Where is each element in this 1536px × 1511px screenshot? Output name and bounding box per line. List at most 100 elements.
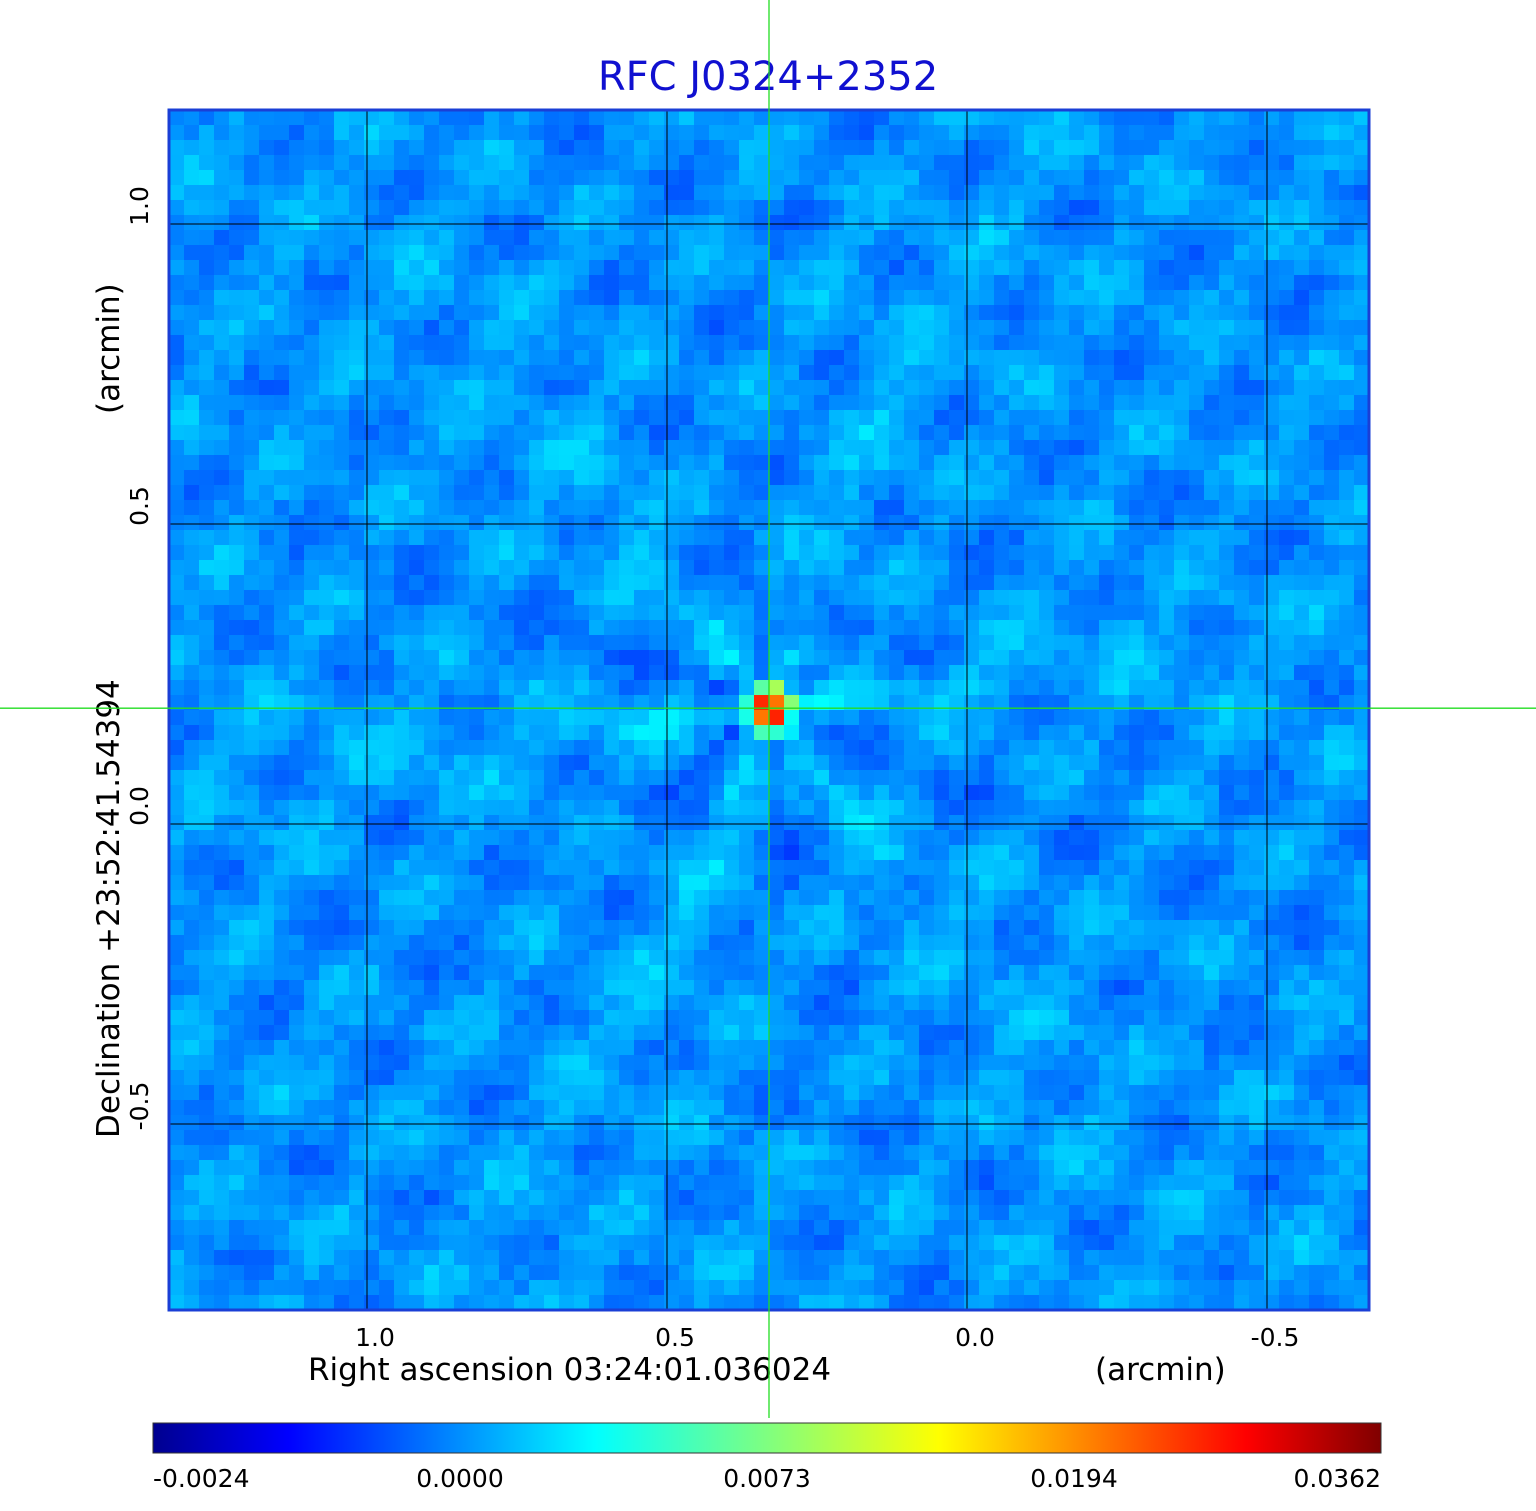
heatmap-cell [274, 1025, 290, 1041]
heatmap-cell [1099, 425, 1115, 441]
heatmap-cell [694, 890, 710, 906]
heatmap-cell [874, 305, 890, 321]
heatmap-cell [169, 860, 185, 876]
heatmap-cell [439, 830, 455, 846]
heatmap-cell [424, 995, 440, 1011]
heatmap-cell [214, 1025, 230, 1041]
heatmap-cell [319, 635, 335, 651]
heatmap-cell [214, 395, 230, 411]
heatmap-cell [379, 800, 395, 816]
heatmap-cell [334, 1010, 350, 1026]
heatmap-cell [169, 485, 185, 501]
heatmap-cell [649, 185, 665, 201]
heatmap-cell [274, 155, 290, 171]
heatmap-cell [1084, 215, 1100, 231]
heatmap-cell [1069, 815, 1085, 831]
heatmap-cell [319, 455, 335, 471]
heatmap-cell [1339, 185, 1355, 201]
heatmap-cell [829, 380, 845, 396]
heatmap-cell [919, 740, 935, 756]
heatmap-cell [1189, 875, 1205, 891]
heatmap-cell [1039, 965, 1055, 981]
heatmap-cell [1174, 515, 1190, 531]
heatmap-cell [679, 425, 695, 441]
heatmap-cell [214, 920, 230, 936]
heatmap-cell [574, 890, 590, 906]
heatmap-cell [1024, 185, 1040, 201]
heatmap-cell [229, 995, 245, 1011]
heatmap-cell [349, 200, 365, 216]
heatmap-cell [1114, 905, 1130, 921]
heatmap-cell [1039, 245, 1055, 261]
heatmap-cell [1219, 740, 1235, 756]
heatmap-cell [409, 560, 425, 576]
heatmap-cell [589, 470, 605, 486]
heatmap-cell [364, 470, 380, 486]
heatmap-cell [859, 650, 875, 666]
heatmap-cell [679, 620, 695, 636]
heatmap-cell [1129, 185, 1145, 201]
heatmap-cell [844, 485, 860, 501]
heatmap-cell [589, 410, 605, 426]
heatmap-cell [349, 620, 365, 636]
heatmap-cell [1069, 485, 1085, 501]
heatmap-cell [454, 545, 470, 561]
heatmap-cell [784, 395, 800, 411]
heatmap-cell [1354, 740, 1369, 756]
heatmap-cell [784, 680, 800, 696]
heatmap-cell [1114, 635, 1130, 651]
heatmap-cell [664, 245, 680, 261]
heatmap-cell [964, 140, 980, 156]
heatmap-cell [589, 125, 605, 141]
heatmap-cell [649, 260, 665, 276]
heatmap-cell [1114, 545, 1130, 561]
heatmap-cell [634, 440, 650, 456]
heatmap-cell [259, 620, 275, 636]
heatmap-cell [199, 695, 215, 711]
heatmap-cell [454, 500, 470, 516]
heatmap-cell [334, 785, 350, 801]
heatmap-cell [424, 665, 440, 681]
heatmap-cell [364, 770, 380, 786]
heatmap-cell [454, 140, 470, 156]
heatmap-cell [1009, 290, 1025, 306]
heatmap-cell [1174, 1010, 1190, 1026]
heatmap-cell [784, 605, 800, 621]
heatmap-cell [709, 470, 725, 486]
heatmap-cell [319, 290, 335, 306]
heatmap-cell [349, 515, 365, 531]
heatmap-cell [304, 230, 320, 246]
heatmap-cell [889, 725, 905, 741]
heatmap-cell [589, 770, 605, 786]
heatmap-cell [379, 155, 395, 171]
heatmap-cell [394, 875, 410, 891]
heatmap-cell [1114, 320, 1130, 336]
heatmap-cell [559, 380, 575, 396]
heatmap-cell [544, 590, 560, 606]
heatmap-cell [724, 140, 740, 156]
heatmap-cell [1219, 1010, 1235, 1026]
heatmap-cell [679, 1010, 695, 1026]
heatmap-cell [304, 1010, 320, 1026]
heatmap-cell [874, 410, 890, 426]
heatmap-cell [799, 1010, 815, 1026]
heatmap-cell [394, 170, 410, 186]
heatmap-cell [649, 470, 665, 486]
heatmap-cell [904, 875, 920, 891]
heatmap-cell [289, 530, 305, 546]
heatmap-cell [739, 410, 755, 426]
heatmap-cell [1069, 995, 1085, 1011]
heatmap-cell [229, 845, 245, 861]
heatmap-cell [1009, 470, 1025, 486]
heatmap-cell [169, 830, 185, 846]
heatmap-cell [694, 980, 710, 996]
heatmap-cell [649, 440, 665, 456]
heatmap-cell [964, 1025, 980, 1041]
heatmap-cell [904, 575, 920, 591]
heatmap-cell [724, 665, 740, 681]
heatmap-image [169, 110, 1369, 1310]
heatmap-cell [589, 545, 605, 561]
heatmap-cell [1294, 245, 1310, 261]
heatmap-cell [1039, 575, 1055, 591]
heatmap-cell [559, 530, 575, 546]
